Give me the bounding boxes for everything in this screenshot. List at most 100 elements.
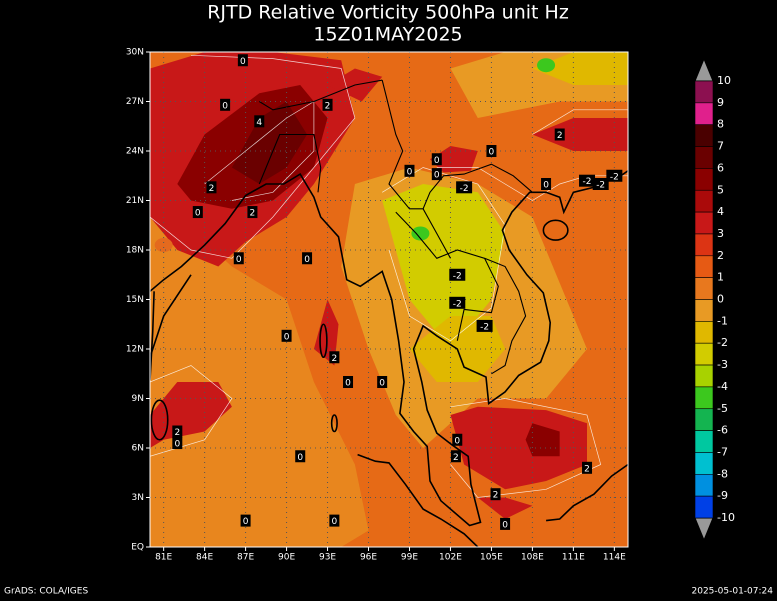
colorbar-label: -3 [717, 358, 728, 371]
shaded-region [532, 52, 628, 85]
colorbar-swatch [694, 408, 714, 431]
colorbar-label: 10 [717, 74, 731, 87]
contour-label-box [500, 517, 511, 530]
contour-label-box [281, 329, 292, 342]
lat-label: 15N [126, 295, 144, 305]
contour-label-box [579, 174, 596, 187]
lat-label: 24N [126, 147, 144, 157]
contour-label: -2 [460, 184, 469, 194]
contour-label-box [329, 351, 340, 364]
contour-label-box [206, 181, 217, 194]
border [422, 208, 451, 259]
lat-label: 12N [126, 345, 144, 355]
contour-label-box [450, 450, 461, 463]
contour-label-box [452, 433, 463, 446]
border [259, 79, 383, 111]
colorbar-label: 0 [717, 293, 724, 306]
contour-label-box [329, 514, 340, 527]
contour-label-box [377, 376, 388, 388]
lon-label: 84E [196, 553, 213, 563]
colorbar-swatch [694, 342, 714, 366]
contour-label-box [582, 461, 593, 474]
contour-label-box [456, 181, 473, 194]
contour-label: -2 [583, 177, 592, 187]
border [484, 257, 527, 375]
colorbar-swatch [694, 473, 714, 497]
contour-label: 2 [493, 491, 499, 501]
contour-label: 0 [174, 440, 180, 450]
lon-label: 114E [603, 553, 626, 563]
colorbar-swatch [694, 168, 714, 191]
subtitle: 15Z01MAY2025 [313, 24, 462, 46]
lat-label: EQ [131, 543, 144, 553]
border [258, 133, 322, 193]
contour-label-box [490, 488, 501, 501]
coastline [150, 274, 192, 358]
footer-left: GrADS: COLA/IGES [4, 587, 88, 597]
contour-label-box [237, 54, 248, 67]
colorbar-swatch [694, 495, 714, 519]
contour-label: 0 [379, 379, 385, 389]
contour-label: 2 [453, 453, 459, 463]
contour-label-box [302, 252, 313, 265]
shaded-region [382, 184, 506, 333]
lon-label: 102E [439, 553, 462, 563]
island [330, 414, 338, 433]
colorbar-swatch [694, 452, 714, 475]
colorbar-swatch [694, 364, 714, 388]
lon-label: 87E [237, 553, 254, 563]
contour-label-box [486, 145, 497, 157]
lon-label: 108E [521, 553, 544, 563]
contour-label: 0 [195, 209, 201, 219]
contour-label: -2 [453, 299, 462, 309]
colorbar-label: 8 [717, 118, 724, 131]
contour-label-box [295, 450, 306, 463]
contour-label: -2 [610, 172, 619, 182]
contour-label-box [192, 206, 203, 219]
lon-label: 81E [155, 553, 172, 563]
shaded-spot [411, 226, 430, 241]
lon-label: 90E [278, 553, 295, 563]
colorbar-label: 6 [717, 161, 724, 174]
colorbar-label: 7 [717, 140, 724, 153]
colorbar-swatch [694, 80, 714, 104]
coastline [150, 170, 628, 527]
contour-label-box [431, 153, 442, 166]
contour-label: 0 [434, 156, 440, 166]
coastline [546, 463, 628, 522]
contour-label: 0 [454, 436, 460, 446]
shaded-region [532, 118, 628, 151]
contour-label: 0 [434, 171, 440, 181]
colorbar-swatch [694, 277, 714, 300]
contour-label: 0 [543, 181, 549, 191]
contour-line [150, 365, 233, 457]
colorbar-label: -8 [717, 467, 728, 480]
colorbar-swatch [694, 211, 714, 235]
contour-label: 0 [236, 255, 242, 265]
colorbar-label: 9 [717, 96, 724, 109]
lat-label: 3N [132, 493, 144, 503]
contour-label: 0 [284, 332, 290, 342]
lat-label: 30N [126, 48, 144, 58]
lon-label: 111E [562, 553, 585, 563]
shaded-spot [154, 238, 173, 253]
contour-label-box [431, 168, 442, 181]
contour-line [150, 54, 356, 259]
contour-label-box [449, 268, 466, 281]
colorbar-swatch [694, 321, 714, 344]
contour-label-box [322, 98, 333, 111]
colorbar-label: 3 [717, 227, 724, 240]
lon-label: 96E [360, 553, 377, 563]
colorbar-swatch [694, 102, 714, 125]
contour-label-box [404, 164, 415, 177]
contour-label-box [240, 514, 251, 527]
contour-label-box [220, 98, 231, 111]
border [381, 79, 533, 210]
title: RJTD Relative Vorticity 500hPa unit Hz [207, 2, 569, 24]
contour-label: 0 [304, 255, 310, 265]
shaded-spot [537, 58, 556, 73]
contour-line [450, 398, 602, 498]
colorbar-label: 2 [717, 249, 724, 262]
contour-label: 0 [240, 57, 246, 67]
